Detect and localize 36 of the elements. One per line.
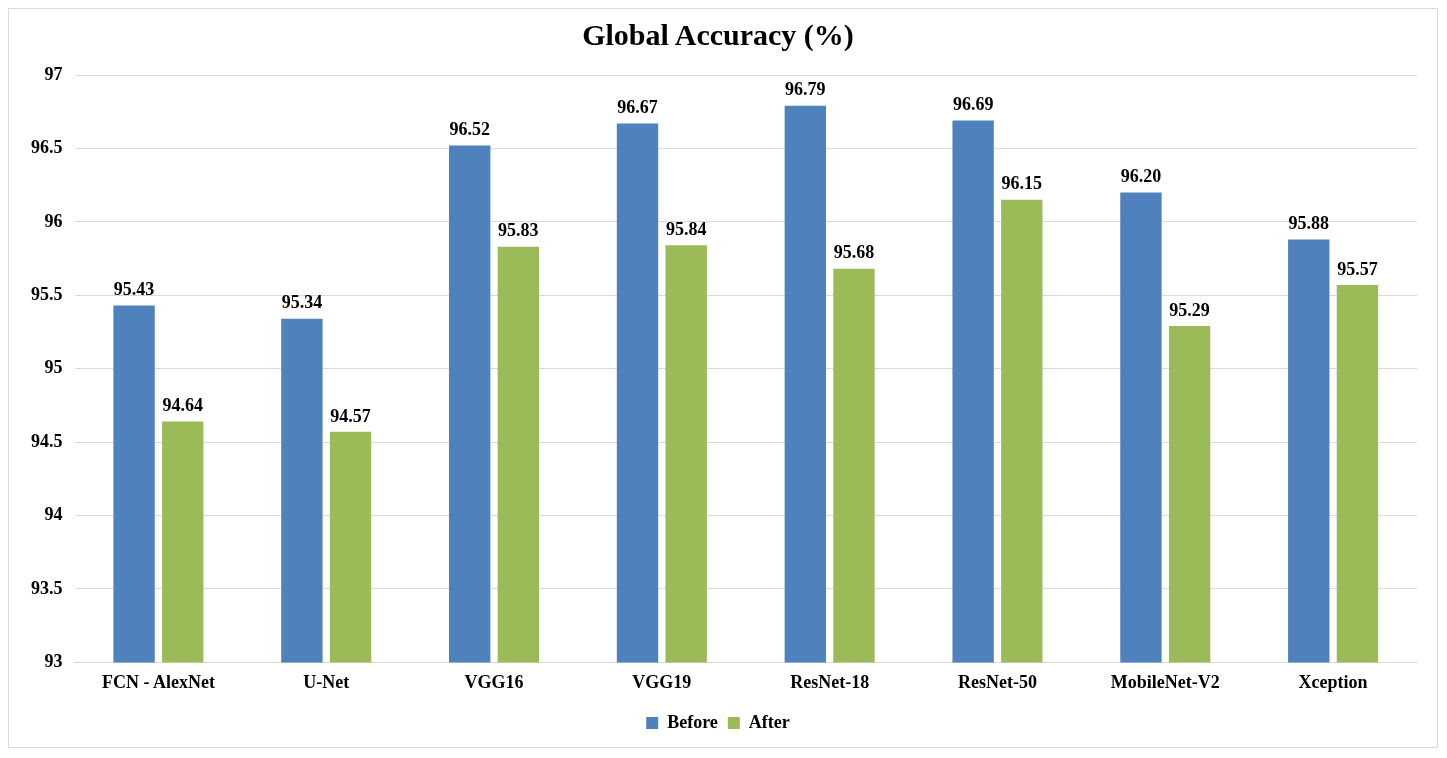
data-label: 95.88 <box>1288 213 1330 234</box>
y-tick-label: 94.5 <box>31 430 63 451</box>
data-label: 96.20 <box>1120 166 1162 187</box>
x-tick-label: VGG19 <box>632 671 692 692</box>
x-tick-label: FCN - AlexNet <box>101 671 215 692</box>
y-tick-label: 95.5 <box>31 283 63 304</box>
data-label: 95.84 <box>665 219 707 239</box>
data-label: 95.34 <box>281 292 323 313</box>
data-label: 96.15 <box>1001 173 1043 194</box>
legend-label: Before <box>667 711 718 732</box>
data-label: 96.52 <box>449 119 490 140</box>
data-label: 94.64 <box>162 395 203 416</box>
data-label: 94.57 <box>330 405 371 426</box>
chart-title: Global Accuracy (%) <box>582 17 854 52</box>
legend-label: After <box>748 711 790 732</box>
data-label: 95.57 <box>1337 258 1378 279</box>
x-tick-label: U-Net <box>303 671 350 692</box>
x-tick-label: ResNet-50 <box>957 671 1037 692</box>
y-tick-label: 96.5 <box>31 137 63 158</box>
x-tick-label: VGG16 <box>464 671 524 692</box>
data-label: 95.83 <box>498 220 539 241</box>
y-tick-label: 96 <box>44 210 63 231</box>
y-tick-label: 97 <box>44 63 63 84</box>
data-label: 95.43 <box>113 279 155 300</box>
y-tick-label: 95 <box>44 357 63 378</box>
y-tick-label: 93.5 <box>31 577 63 598</box>
x-tick-label: MobileNet-V2 <box>1110 671 1220 692</box>
data-label: 95.29 <box>1169 299 1210 320</box>
data-label: 96.69 <box>952 94 994 115</box>
x-tick-label: Xception <box>1298 671 1368 692</box>
y-tick-label: 94 <box>44 504 63 525</box>
y-tick-label: 93 <box>44 651 63 672</box>
data-label: 95.68 <box>833 242 875 263</box>
data-label: 96.79 <box>785 79 826 100</box>
x-tick-label: ResNet-18 <box>790 671 870 692</box>
data-label: 96.67 <box>617 97 658 118</box>
